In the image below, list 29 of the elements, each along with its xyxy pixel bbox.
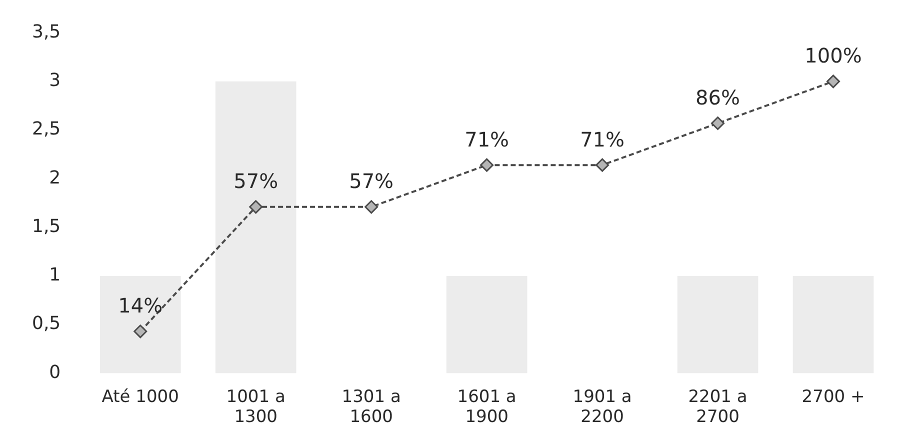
x-tick-label: 1301 a 1600: [342, 386, 401, 428]
y-tick-label: 0: [49, 362, 61, 383]
x-tick-label: 2201 a 2700: [688, 386, 748, 428]
point: [480, 158, 494, 172]
x-tick-label: 1901 a 2200: [572, 386, 632, 428]
x-tick-label: 1001 a 1300: [226, 386, 286, 428]
y-tick-label: 1,5: [32, 216, 61, 237]
y-tick-label: 2,5: [32, 118, 61, 140]
point: [134, 324, 148, 338]
y-tick-label: 1: [49, 264, 61, 286]
annotation: 14%: [118, 294, 163, 318]
point: [711, 116, 725, 130]
x-tick-label: 2700 +: [802, 386, 865, 407]
point: [826, 74, 840, 88]
annotation: 57%: [234, 169, 278, 194]
annotation: 100%: [804, 44, 862, 68]
point: [596, 158, 610, 172]
annotation: 57%: [349, 169, 394, 194]
x-tick-label: 1601 a 1900: [457, 386, 516, 428]
point: [249, 200, 263, 214]
annotation: 71%: [580, 127, 625, 152]
annotation: 71%: [464, 127, 510, 152]
annotation: 86%: [696, 85, 740, 110]
point: [364, 200, 378, 214]
y-tick-label: 0,5: [32, 313, 61, 334]
y-tick-label: 3,5: [32, 21, 61, 42]
x-tick-label: Até 1000: [102, 386, 179, 407]
y-tick-label: 2: [49, 167, 61, 188]
y-tick-label: 3: [49, 70, 61, 92]
